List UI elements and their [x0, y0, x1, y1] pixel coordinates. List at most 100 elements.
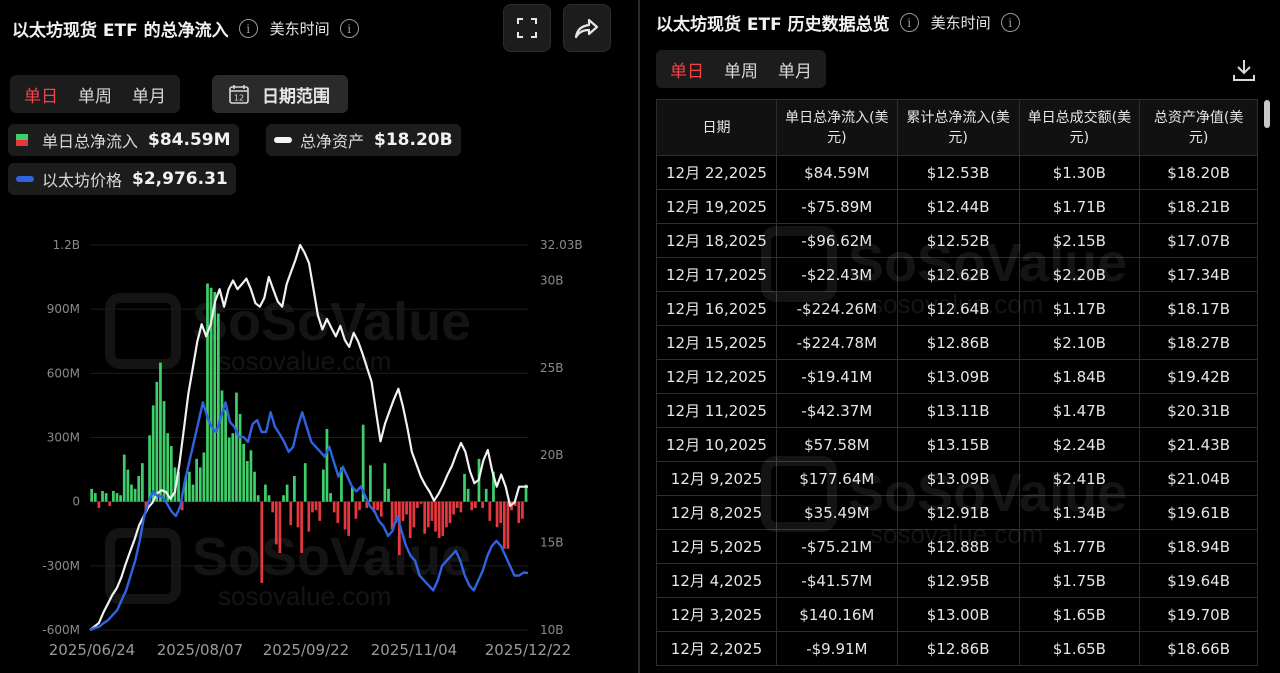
row-nav: $18.20B [1139, 155, 1258, 190]
inflow-bar [376, 501, 379, 511]
row-cumulative-inflow: $12.53B [896, 155, 1020, 190]
row-date: 12月 12,2025 [656, 359, 777, 394]
watermark-logo-mark [761, 456, 837, 532]
inflow-bar [321, 469, 325, 502]
table-header-row: 日期 单日总净流入(美元) 累计总净流入(美元) 单日总成交额(美元) 总资产净… [656, 99, 1258, 156]
row-nav: $19.64B [1139, 563, 1258, 598]
x-tick-label: 2025/12/22 [485, 641, 571, 659]
calendar-icon: 12 [229, 85, 249, 104]
table-row[interactable]: 12月 22,2025 $84.59M $12.53B $1.30B $18.20B [656, 155, 1258, 190]
col-daily-net-inflow[interactable]: 单日总净流入(美元) [775, 99, 898, 156]
inflow-bar [452, 501, 456, 515]
table-row[interactable]: 12月 9,2025 $177.64M $13.09B $2.41B $21.04B [656, 461, 1258, 496]
inflow-bar [260, 501, 264, 583]
inflow-bar [188, 471, 191, 502]
col-daily-volume[interactable]: 单日总成交额(美元) [1018, 99, 1141, 156]
table-row[interactable]: 12月 3,2025 $140.16M $13.00B $1.65B $19.70B [656, 597, 1258, 632]
y-left-tick-label: 0 [72, 495, 80, 509]
inflow-bar [499, 501, 503, 524]
timezone-info-icon[interactable]: i [339, 19, 359, 38]
inflow-bar [227, 437, 231, 502]
inflow-bar [419, 501, 423, 504]
inflow-bar [408, 501, 412, 539]
svg-text:12: 12 [234, 94, 244, 103]
inflow-bar [108, 501, 112, 506]
history-tab-monthly[interactable]: 单月 [778, 61, 812, 82]
inflow-bar [383, 463, 387, 502]
history-panel: 以太坊现货 ETF 历史数据总览 i 美东时间 i 单日 单周 单月 日期 单日… [640, 0, 1280, 673]
inflow-bar [379, 501, 383, 517]
row-daily-net-inflow: -$75.89M [775, 189, 898, 224]
table-row[interactable]: 12月 10,2025 $57.58M $13.15B $2.24B $21.43B [656, 427, 1258, 462]
row-date: 12月 18,2025 [656, 223, 777, 258]
history-tab-weekly[interactable]: 单周 [724, 61, 758, 82]
history-timezone-info-icon[interactable]: i [1000, 13, 1020, 32]
col-date[interactable]: 日期 [656, 99, 777, 156]
row-daily-volume: $2.41B [1018, 461, 1141, 496]
download-icon[interactable] [1230, 56, 1258, 84]
inflow-bar [459, 501, 463, 513]
table-scrollbar[interactable] [1264, 100, 1270, 128]
row-daily-volume: $1.65B [1018, 597, 1141, 632]
row-date: 12月 2,2025 [656, 631, 777, 666]
table-row[interactable]: 12月 2,2025 -$9.91M $12.86B $1.65B $18.66B [656, 631, 1258, 666]
col-cumulative-inflow[interactable]: 累计总净流入(美元) [896, 99, 1020, 156]
table-row[interactable]: 12月 15,2025 -$224.78M $12.86B $2.10B $18.27B [656, 325, 1258, 360]
tab-monthly[interactable]: 单月 [132, 86, 166, 107]
table-row[interactable]: 12月 4,2025 -$41.57M $12.95B $1.75B $19.64B [656, 563, 1258, 598]
inflow-bar [166, 433, 170, 502]
table-row[interactable]: 12月 18,2025 -$96.62M $12.52B $2.15B $17.07B [656, 223, 1258, 258]
share-button[interactable] [563, 4, 611, 52]
inflow-bar [191, 484, 195, 502]
row-daily-net-inflow: -$22.43M [775, 257, 898, 292]
table-row[interactable]: 12月 17,2025 -$22.43M $12.62B $2.20B $17.34B [656, 257, 1258, 292]
history-tab-daily[interactable]: 单日 [670, 61, 704, 82]
col-nav[interactable]: 总资产净值(美元) [1139, 99, 1258, 156]
row-daily-net-inflow: $57.58M [775, 427, 898, 462]
row-cumulative-inflow: $12.88B [896, 529, 1020, 564]
row-daily-net-inflow: $35.49M [775, 495, 898, 530]
history-info-icon[interactable]: i [899, 13, 919, 32]
row-daily-volume: $1.34B [1018, 495, 1141, 530]
inflow-bar [238, 413, 242, 502]
inflow-bar [296, 501, 300, 528]
table-row[interactable]: 12月 12,2025 -$19.41M $13.09B $1.84B $19.42B [656, 359, 1258, 394]
row-cumulative-inflow: $13.09B [896, 461, 1020, 496]
inflow-bar [198, 467, 202, 502]
table-row[interactable]: 12月 16,2025 -$224.26M $12.64B $1.17B $18.17B [656, 291, 1258, 326]
info-icon[interactable]: i [238, 19, 258, 38]
row-daily-net-inflow: -$9.91M [775, 631, 898, 666]
inflow-bar [448, 501, 452, 524]
table-row[interactable]: 12月 5,2025 -$75.21M $12.88B $1.77B $18.94B [656, 529, 1258, 564]
row-nav: $17.34B [1139, 257, 1258, 292]
row-cumulative-inflow: $12.91B [896, 495, 1020, 530]
inflow-bar [513, 501, 517, 506]
inflow-chart[interactable]: SoSoValuesosovalue.comSoSoValuesosovalue… [0, 225, 638, 673]
y-right-tick-label: 20B [540, 448, 564, 462]
tab-weekly[interactable]: 单周 [78, 86, 112, 107]
row-cumulative-inflow: $12.86B [896, 325, 1020, 360]
row-date: 12月 16,2025 [656, 291, 777, 326]
row-nav: $20.31B [1139, 393, 1258, 428]
inflow-bar [492, 471, 495, 502]
inflow-bar [463, 473, 466, 502]
table-row[interactable]: 12月 19,2025 -$75.89M $12.44B $1.71B $18.21B [656, 189, 1258, 224]
inflow-bar [470, 501, 474, 511]
inflow-bar [155, 381, 159, 502]
period-tabs: 单日 单周 单月 [10, 75, 180, 113]
net-inflow-chart-panel: 以太坊现货 ETF 的总净流入 i 美东时间 i 单日 单周 单月 12 日期范… [0, 0, 638, 673]
inflow-bar [361, 424, 365, 502]
row-daily-net-inflow: $84.59M [775, 155, 898, 190]
row-cumulative-inflow: $12.52B [896, 223, 1020, 258]
tab-daily[interactable]: 单日 [24, 86, 58, 107]
legend-price[interactable]: 以太坊价格 $2,976.31 [8, 163, 236, 195]
date-range-button[interactable]: 12 日期范围 [212, 75, 348, 113]
table-row[interactable]: 12月 11,2025 -$42.37M $13.11B $1.47B $20.31B [656, 393, 1258, 428]
price-line-legend-icon [16, 176, 34, 182]
inflow-bar [140, 463, 144, 502]
row-date: 12月 22,2025 [656, 155, 777, 190]
legend-assets[interactable]: 总净资产 $18.20B [266, 124, 461, 156]
legend-inflow[interactable]: 单日总净流入 $84.59M [8, 124, 239, 156]
table-row[interactable]: 12月 8,2025 $35.49M $12.91B $1.34B $19.61B [656, 495, 1258, 530]
fullscreen-button[interactable] [503, 4, 551, 52]
